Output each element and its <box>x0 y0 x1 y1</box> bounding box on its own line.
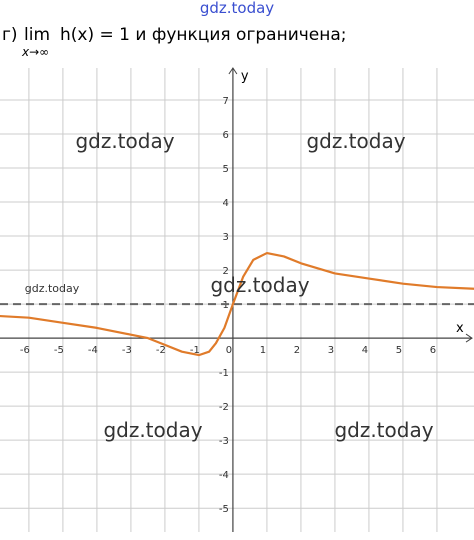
y-axis-label: y <box>241 69 249 84</box>
curve <box>0 251 474 357</box>
x-tick-label: -2 <box>156 345 166 356</box>
header-lim-sub: x→∞ <box>21 45 49 59</box>
x-arrow <box>465 333 473 343</box>
header-label: г) <box>2 25 18 45</box>
y-tick-label: 2 <box>223 266 229 277</box>
x-tick-label: 0 <box>226 345 232 356</box>
y-tick-label: -3 <box>219 436 229 447</box>
y-tick-label: -4 <box>219 470 229 481</box>
x-tick-label: -4 <box>88 345 98 356</box>
watermark: gdz.today <box>306 129 405 153</box>
x-tick-label: -6 <box>20 345 30 356</box>
x-tick-label: -5 <box>54 345 64 356</box>
watermark: gdz.today <box>210 273 309 297</box>
x-tick-label: -1 <box>190 345 200 356</box>
x-tick-label: 4 <box>362 345 368 356</box>
x-tick-label: 6 <box>430 345 436 356</box>
y-tick-label: 4 <box>223 198 229 209</box>
x-tick-label: 5 <box>396 345 402 356</box>
x-tick-label: 3 <box>328 345 334 356</box>
watermark: gdz.today <box>25 282 80 295</box>
y-tick-label: -2 <box>219 402 229 413</box>
y-tick-label: 7 <box>223 96 229 107</box>
watermark: gdz.today <box>103 418 202 442</box>
y-tick-label: 6 <box>223 130 229 141</box>
x-tick-label: 2 <box>294 345 300 356</box>
x-tick-label: 1 <box>260 345 266 356</box>
top-watermark: gdz.today <box>200 0 274 17</box>
x-axis-label: x <box>456 321 464 336</box>
y-tick-label: 3 <box>223 232 229 243</box>
y-tick-label: 5 <box>223 164 229 175</box>
watermark: gdz.today <box>334 418 433 442</box>
y-arrow <box>228 67 238 75</box>
header-text: h(x) = 1 и функция ограничена; <box>60 25 347 45</box>
y-tick-label: -1 <box>219 368 229 379</box>
x-tick-label: -3 <box>122 345 132 356</box>
watermark: gdz.today <box>75 129 174 153</box>
y-tick-label: 1 <box>223 300 229 311</box>
y-tick-label: -5 <box>219 504 229 515</box>
header-lim: lim <box>24 25 50 45</box>
